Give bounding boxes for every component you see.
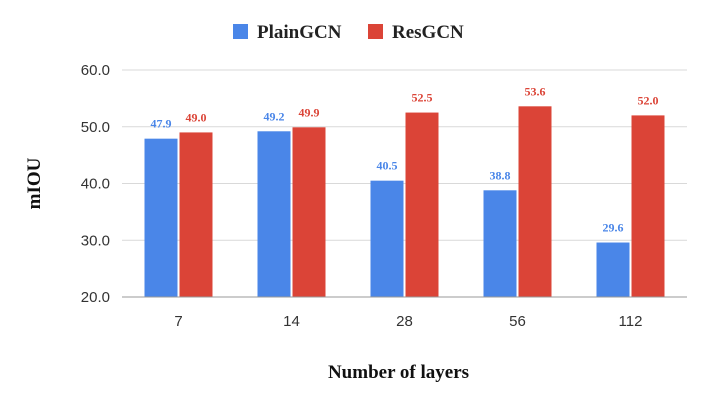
y-tick-label: 30.0 — [81, 232, 110, 249]
data-label-plaingcn-14: 49.2 — [264, 109, 285, 123]
bar-resgcn-56 — [518, 106, 552, 297]
y-axis-title: mIOU — [24, 157, 45, 209]
legend-item-plaingcn: PlainGCN — [233, 22, 342, 43]
bar-plaingcn-112 — [596, 242, 630, 297]
grid-lines — [122, 69, 687, 241]
bar-resgcn-28 — [405, 112, 439, 297]
data-label-plaingcn-7: 47.9 — [151, 117, 172, 131]
legend-label: PlainGCN — [257, 22, 342, 43]
y-tick-label: 20.0 — [81, 289, 110, 306]
x-tick-label: 7 — [174, 313, 182, 330]
bars: 47.9 49.0 49.2 49.9 40.5 52.5 38.8 53.6 29.6 52.0 — [144, 84, 665, 298]
x-axis-ticks: 7 14 28 56 112 — [174, 313, 642, 330]
legend: PlainGCN ResGCN — [233, 22, 464, 43]
x-tick-label: 56 — [509, 313, 526, 330]
y-tick-label: 50.0 — [81, 119, 110, 136]
bar-resgcn-112 — [631, 115, 665, 298]
bar-plaingcn-28 — [370, 180, 404, 297]
legend-label: ResGCN — [392, 22, 464, 43]
legend-swatch — [233, 24, 248, 39]
x-tick-label: 28 — [396, 313, 413, 330]
bar-resgcn-7 — [179, 132, 213, 297]
x-tick-label: 14 — [283, 313, 300, 330]
bar-plaingcn-14 — [257, 131, 291, 297]
data-label-resgcn-56: 53.6 — [525, 84, 546, 98]
data-label-resgcn-28: 52.5 — [412, 91, 433, 105]
data-label-resgcn-7: 49.0 — [186, 110, 207, 124]
y-tick-label: 60.0 — [81, 62, 110, 79]
legend-swatch — [368, 24, 383, 39]
data-label-resgcn-14: 49.9 — [299, 105, 320, 119]
data-label-plaingcn-28: 40.5 — [377, 159, 398, 173]
x-tick-label: 112 — [619, 313, 643, 330]
legend-item-resgcn: ResGCN — [368, 22, 464, 43]
y-axis-ticks: 20.0 30.0 40.0 50.0 60.0 — [81, 62, 110, 306]
data-label-plaingcn-112: 29.6 — [603, 221, 624, 235]
bar-resgcn-14 — [292, 127, 326, 297]
x-axis-title: Number of layers — [328, 362, 469, 383]
data-label-plaingcn-56: 38.8 — [490, 168, 511, 182]
data-label-resgcn-112: 52.0 — [638, 93, 659, 107]
y-tick-label: 40.0 — [81, 176, 110, 193]
bar-plaingcn-56 — [483, 190, 517, 297]
bar-plaingcn-7 — [144, 138, 178, 297]
